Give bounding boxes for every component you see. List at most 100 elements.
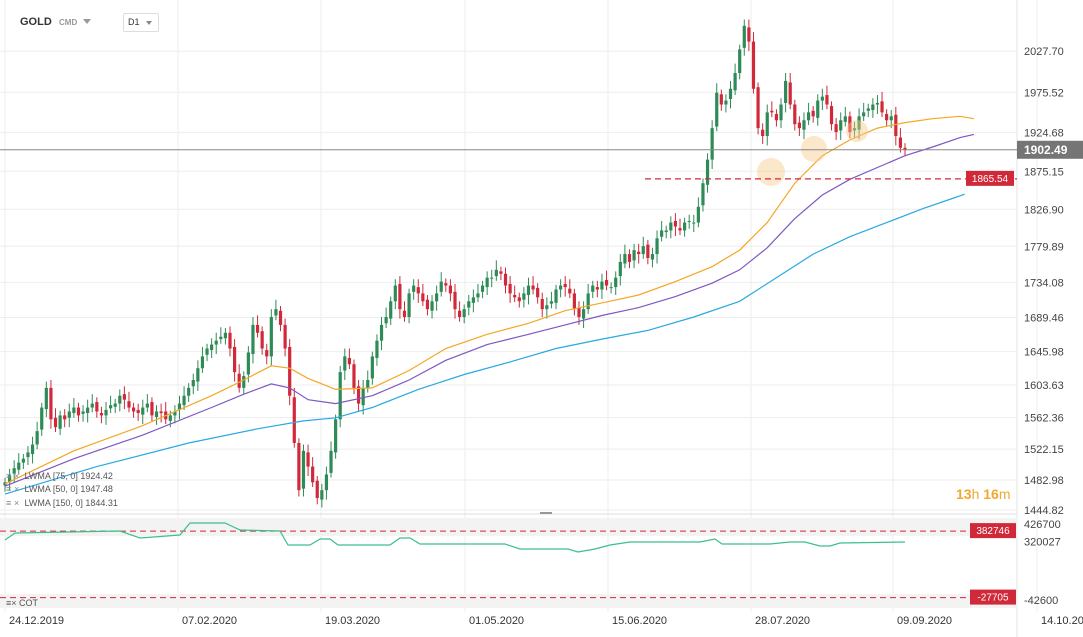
legend-lwma-50[interactable]: ≡ × LWMA [50, 0] 1947.48 bbox=[6, 483, 113, 495]
close-icon[interactable]: × bbox=[14, 471, 20, 481]
y-tick-label: 2027.70 bbox=[1024, 46, 1064, 58]
legend-lwma-150[interactable]: ≡ × LWMA [150, 0] 1844.31 bbox=[6, 497, 118, 509]
candle-body bbox=[494, 269, 498, 277]
market-label: CMD bbox=[59, 18, 78, 27]
candle bbox=[182, 386, 186, 410]
candle bbox=[237, 364, 241, 393]
candle-body bbox=[251, 324, 255, 355]
candle bbox=[820, 88, 824, 111]
candle-body bbox=[150, 402, 154, 416]
candle bbox=[747, 19, 751, 51]
candle bbox=[435, 285, 439, 311]
candle-body bbox=[875, 102, 880, 105]
settings-icon[interactable]: ≡ bbox=[6, 471, 12, 481]
legend-lwma-75[interactable]: ≡ × LWMA [75, 0] 1924.42 bbox=[6, 470, 113, 482]
y-tick-label: 1444.82 bbox=[1024, 505, 1064, 517]
candle bbox=[205, 343, 209, 362]
candle-body bbox=[214, 340, 218, 345]
close-icon[interactable]: × bbox=[11, 598, 17, 608]
candle bbox=[522, 287, 526, 308]
candle-body bbox=[228, 332, 232, 349]
candle-body bbox=[444, 283, 448, 286]
candle-body bbox=[145, 403, 149, 408]
candle bbox=[95, 397, 99, 418]
candle bbox=[118, 389, 122, 412]
candle bbox=[761, 123, 765, 144]
close-icon[interactable]: × bbox=[14, 484, 20, 494]
candle-body bbox=[531, 285, 535, 290]
sub-panel-legend[interactable]: ≡× COT bbox=[6, 598, 38, 608]
candle-body bbox=[49, 387, 53, 420]
candle-body bbox=[485, 277, 489, 288]
timeframe-selector[interactable]: D1 bbox=[123, 13, 159, 32]
candle bbox=[692, 214, 696, 233]
candle bbox=[159, 403, 163, 423]
candle-body bbox=[168, 415, 172, 421]
candle-body bbox=[375, 340, 379, 358]
candle-body bbox=[728, 88, 733, 100]
candle-body bbox=[784, 80, 788, 103]
sub-level-lower-badge bbox=[970, 589, 1016, 605]
candle bbox=[72, 398, 76, 418]
candle bbox=[875, 95, 880, 114]
candle bbox=[255, 315, 260, 338]
support-level-value: 1865.54 bbox=[972, 174, 1009, 185]
candle-body bbox=[311, 466, 315, 483]
candle bbox=[274, 299, 278, 321]
symbol-label[interactable]: GOLD bbox=[20, 16, 52, 28]
candle-body bbox=[347, 357, 351, 365]
symbol-dropdown-icon[interactable] bbox=[83, 19, 91, 24]
sub-level-upper-value: 382746 bbox=[976, 526, 1010, 537]
candle-body bbox=[692, 222, 696, 224]
candle bbox=[30, 436, 35, 464]
candle bbox=[710, 120, 714, 170]
candle-body bbox=[866, 108, 870, 111]
candle-body bbox=[182, 395, 186, 406]
candle-body bbox=[499, 271, 503, 274]
candle-body bbox=[210, 344, 214, 351]
candle bbox=[802, 112, 806, 140]
candle-body bbox=[595, 287, 599, 290]
candle bbox=[122, 386, 126, 410]
candle-body bbox=[650, 254, 655, 260]
settings-icon[interactable]: ≡ bbox=[6, 484, 12, 494]
candle bbox=[329, 441, 333, 478]
candle-body bbox=[480, 285, 485, 292]
candle bbox=[471, 289, 475, 313]
candle-body bbox=[278, 310, 283, 325]
legend-value: 1924.42 bbox=[80, 471, 113, 481]
candle bbox=[315, 476, 319, 505]
candle bbox=[127, 391, 131, 413]
candle-body bbox=[632, 250, 636, 261]
candle-body bbox=[614, 277, 618, 288]
candle bbox=[545, 297, 549, 319]
chevron-down-icon bbox=[146, 21, 152, 25]
candle bbox=[682, 217, 687, 237]
close-icon[interactable]: × bbox=[14, 498, 20, 508]
candle bbox=[595, 280, 599, 298]
candle-body bbox=[894, 114, 898, 136]
candle bbox=[733, 63, 737, 96]
x-tick-label: 14.10.2020 bbox=[1041, 615, 1083, 627]
candle-body bbox=[90, 403, 94, 408]
candle-body bbox=[811, 110, 815, 117]
candle-body bbox=[839, 120, 843, 131]
candle-body bbox=[356, 386, 361, 404]
candle bbox=[187, 383, 191, 403]
candle bbox=[402, 301, 407, 322]
y-tick-label: 1826.90 bbox=[1024, 204, 1064, 216]
candle bbox=[154, 405, 159, 425]
candle bbox=[81, 405, 85, 422]
candle bbox=[490, 269, 494, 288]
candle bbox=[278, 306, 283, 332]
candle bbox=[770, 101, 774, 118]
settings-icon[interactable]: ≡ bbox=[6, 598, 12, 608]
candle-body bbox=[232, 346, 237, 373]
x-tick-label: 28.07.2020 bbox=[755, 615, 810, 627]
candle-body bbox=[696, 206, 700, 223]
settings-icon[interactable]: ≡ bbox=[6, 498, 12, 508]
candle bbox=[232, 339, 237, 382]
candle bbox=[412, 279, 416, 300]
candle-body bbox=[306, 452, 310, 467]
